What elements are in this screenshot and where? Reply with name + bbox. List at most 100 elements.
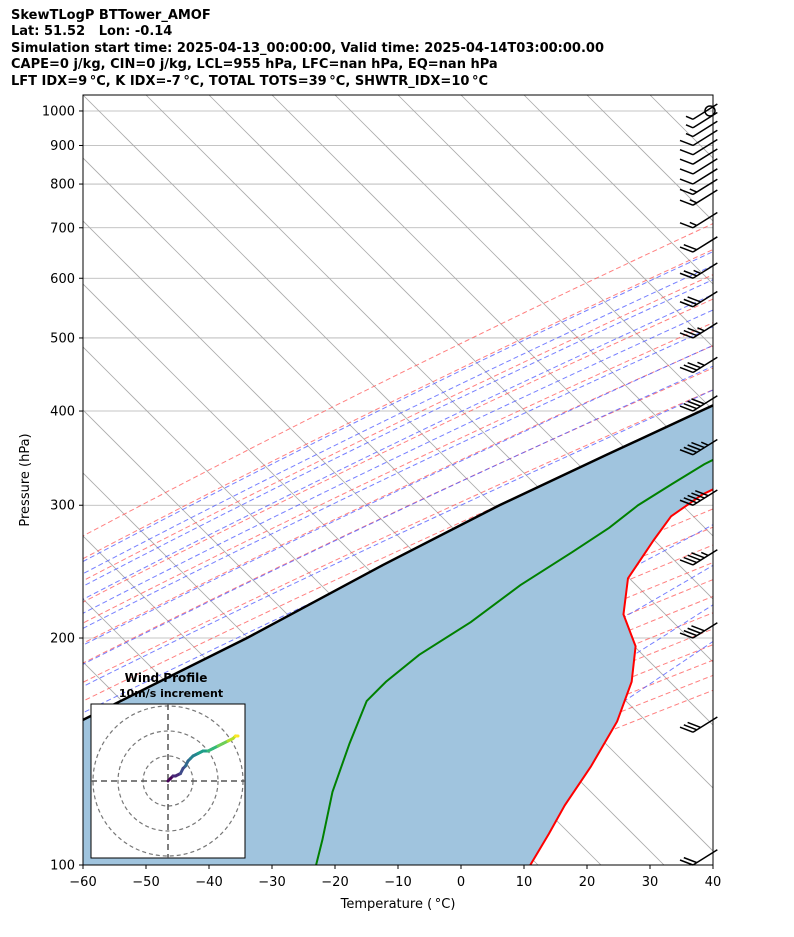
dry-adiabat	[83, 345, 713, 644]
wind-barb-flag	[683, 446, 698, 454]
profile-lines	[83, 403, 713, 865]
x-tick-label: −10	[384, 875, 411, 890]
wind-barb-flag	[679, 199, 694, 206]
x-axis-label: Temperature ( °C)	[340, 897, 456, 912]
indices-line-1: CAPE=0 j/kg, CIN=0 j/kg, LCL=955 hPa, LF…	[11, 57, 498, 73]
dry-adiabat	[83, 526, 713, 806]
wind-barb-flag	[683, 856, 698, 864]
wind-barb-flag	[683, 364, 698, 371]
wind-barb-half-flag	[685, 132, 694, 138]
moist-adiabat	[83, 309, 713, 614]
dry-adiabat	[83, 544, 713, 822]
wind-barb-flag	[687, 400, 701, 407]
y-tick-label: 500	[50, 331, 75, 346]
x-axis-ticks: −60 −50 −40 −30 −20 −10 0 10 20 30 40	[69, 865, 721, 890]
wind-barb-flag	[691, 625, 705, 632]
wind-barb	[679, 356, 718, 374]
wind-barb-shaft	[692, 103, 718, 120]
wind-barb-shaft	[692, 148, 718, 165]
dry-adiabat	[83, 322, 713, 624]
wind-barb-flag	[679, 246, 694, 253]
isotherm-line	[83, 95, 713, 726]
wind-barb-flag	[679, 168, 694, 175]
y-tick-label: 700	[50, 221, 75, 236]
wind-barb-half-flag	[700, 551, 709, 557]
wind-barb-flag	[679, 149, 694, 156]
wind-barb	[679, 549, 718, 566]
wind-barb-flag	[687, 444, 701, 451]
x-tick-label: −30	[258, 875, 285, 890]
y-tick-label: 800	[50, 178, 75, 193]
wind-barb-flag	[691, 552, 705, 559]
temperature-line	[529, 488, 713, 865]
y-tick-label: 300	[50, 499, 75, 514]
wind-barb-half-flag	[697, 361, 705, 366]
wind-barb-half-flag	[700, 441, 709, 446]
hodograph-inset: Wind Profile 10m/s increment	[90, 671, 246, 859]
chart-header: SkewTLogP BTTower_AMOF Lat: 51.52 Lon: -…	[11, 8, 604, 90]
x-tick-label: −60	[69, 875, 96, 890]
wind-barb-shaft	[692, 111, 718, 129]
dewpoint-line	[315, 458, 713, 865]
isotherm-line	[776, 95, 794, 865]
y-tick-label: 900	[50, 139, 75, 154]
moist-adiabat	[83, 524, 713, 834]
location-line: Lat: 51.52 Lon: -0.14	[11, 24, 173, 40]
isotherm-line	[523, 95, 713, 285]
wind-barb-flag	[683, 402, 698, 410]
wind-barb-flag	[687, 494, 701, 502]
y-tick-label: 200	[50, 632, 75, 647]
y-axis-ticks: 1000 900 800 700 600 500 400 300 200 100	[42, 104, 83, 874]
wind-barb-flag	[679, 632, 694, 639]
wind-barb	[679, 716, 718, 733]
x-tick-label: −40	[195, 875, 222, 890]
moist-adiabat	[83, 389, 713, 688]
wind-barb-flag	[679, 332, 694, 339]
dry-adiabat	[83, 367, 713, 664]
wind-barb-flag	[679, 139, 694, 147]
wind-barb-shaft	[692, 120, 718, 138]
hodograph-subtitle: 10m/s increment	[119, 687, 223, 700]
wind-barb-flag	[679, 158, 694, 165]
moist-adiabat	[83, 365, 713, 665]
x-tick-label: −20	[321, 875, 348, 890]
wind-barb-half-flag	[685, 124, 694, 129]
y-tick-label: 100	[50, 859, 75, 874]
wind-barb-flag	[679, 726, 694, 733]
wind-barb-shaft	[692, 129, 718, 147]
x-tick-label: 0	[457, 875, 465, 890]
isotherm-line	[334, 95, 713, 474]
moist-adiabat	[83, 344, 713, 646]
isotherm-line	[145, 95, 713, 663]
wind-barb-flag	[683, 270, 698, 277]
chart-title: SkewTLogP BTTower_AMOF	[11, 8, 211, 23]
dry-adiabat	[83, 298, 713, 603]
wind-barb	[679, 262, 718, 279]
wind-barb-flag	[683, 298, 698, 306]
wind-barb-flag	[691, 398, 705, 405]
hodograph-title: Wind Profile	[125, 671, 208, 685]
wind-barb	[679, 322, 718, 339]
wind-barb	[679, 622, 718, 639]
wind-barb-half-flag	[689, 199, 698, 204]
wind-barb-flag	[679, 178, 694, 185]
wind-barb-flag	[687, 627, 701, 634]
wind-barb-flag	[679, 188, 694, 196]
time-line: Simulation start time: 2025-04-13_00:00:…	[11, 40, 604, 56]
dry-adiabat	[83, 249, 713, 560]
wind-barb-flag	[687, 327, 701, 334]
isotherm-line	[397, 95, 713, 411]
hodograph-ring	[117, 730, 219, 832]
wind-barb-flag	[679, 499, 694, 506]
y-tick-label: 1000	[42, 104, 75, 119]
wind-barb	[679, 849, 718, 866]
wind-barb-flag	[687, 721, 701, 729]
wind-barb-flag	[679, 559, 694, 566]
wind-barb-flag	[687, 554, 701, 561]
wind-barb-flag	[679, 222, 694, 229]
x-tick-label: 40	[705, 875, 722, 890]
x-tick-label: 10	[516, 875, 533, 890]
wind-barb-flag	[679, 301, 694, 308]
wind-barb-flag	[683, 329, 698, 337]
